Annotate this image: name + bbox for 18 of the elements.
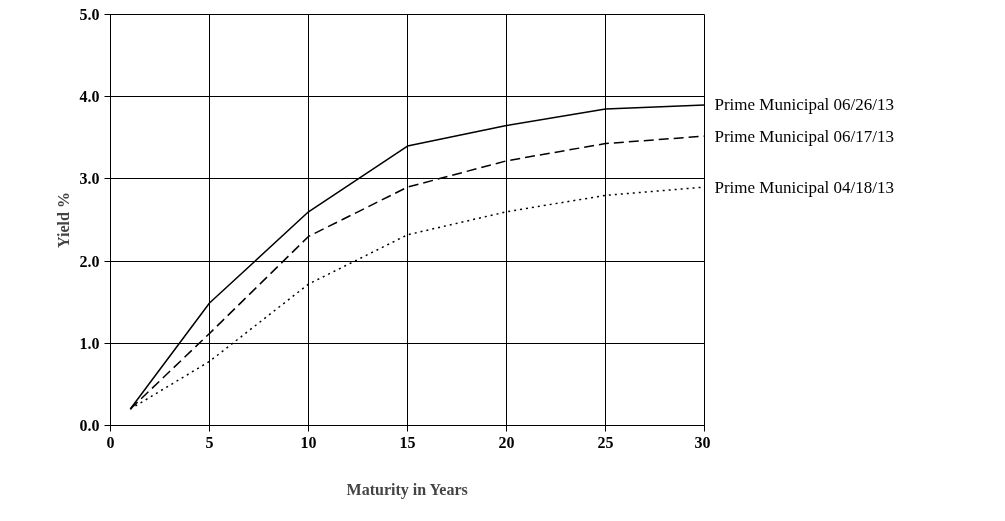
x-tick-label: 25 xyxy=(597,433,614,451)
y-tick-label: 4.0 xyxy=(79,88,100,106)
x-tick-label: 10 xyxy=(300,433,317,451)
series-label: Prime Municipal 06/17/13 xyxy=(714,126,894,146)
series-label: Prime Municipal 06/26/13 xyxy=(714,95,894,115)
x-tick-label: 20 xyxy=(498,433,515,451)
series-label: Prime Municipal 04/18/13 xyxy=(714,177,894,197)
y-tick-label: 1.0 xyxy=(79,334,100,352)
x-tick-label: 30 xyxy=(694,433,711,451)
x-tick-label: 0 xyxy=(106,433,115,451)
x-tick-label: 15 xyxy=(399,433,416,451)
y-tick-label: 3.0 xyxy=(79,170,100,188)
y-tick-label: 2.0 xyxy=(79,252,100,270)
x-axis-title: Maturity in Years xyxy=(346,480,468,499)
y-axis-title: Yield % xyxy=(54,192,72,248)
x-tick-label: 5 xyxy=(205,433,214,451)
y-tick-label: 0.0 xyxy=(79,417,100,434)
y-tick-label: 5.0 xyxy=(79,6,100,23)
